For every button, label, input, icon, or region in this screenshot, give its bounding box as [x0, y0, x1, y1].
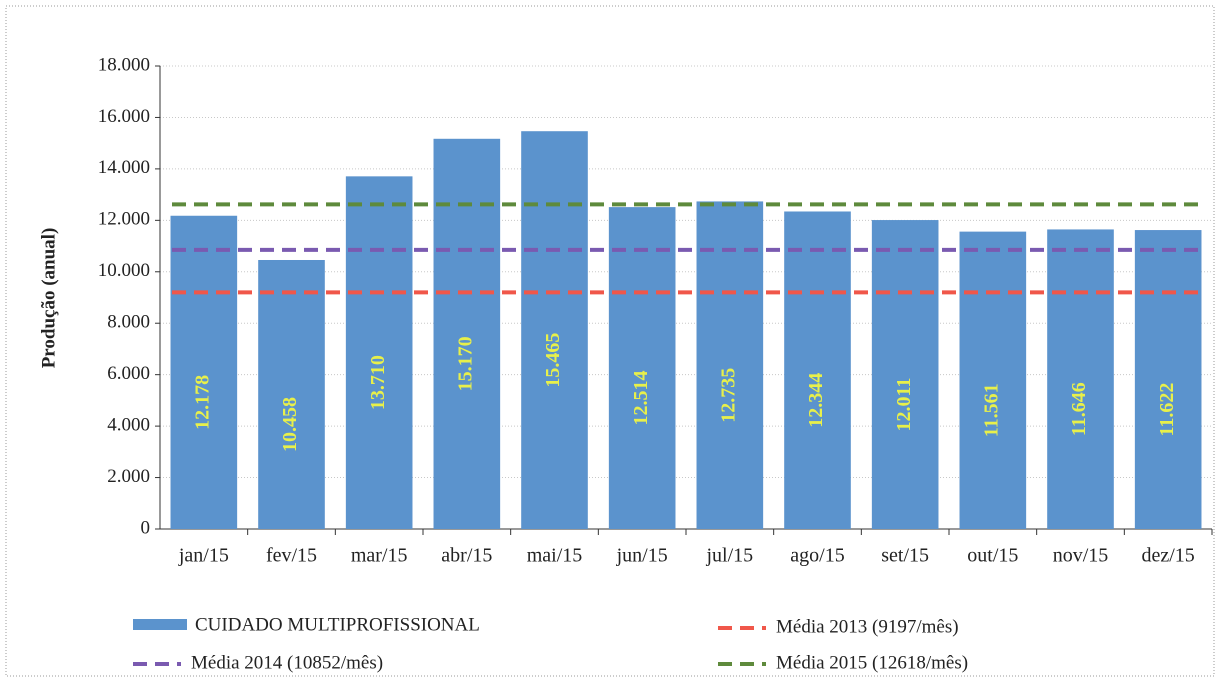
value-label: 12.514	[630, 371, 652, 426]
y-tick-label: 16.000	[98, 106, 150, 127]
x-tick-label: mai/15	[527, 545, 583, 567]
x-tick-label: out/15	[967, 545, 1018, 567]
y-tick-label: 6.000	[107, 363, 150, 384]
y-tick-label: 12.000	[98, 209, 150, 230]
x-tick-label: jun/15	[616, 545, 668, 567]
y-tick-label: 4.000	[107, 414, 150, 435]
value-label: 12.735	[717, 368, 739, 423]
frame	[5, 5, 1215, 677]
y-axis-label: Produção (anual)	[38, 228, 59, 369]
bar	[696, 201, 764, 530]
x-tick-label: dez/15	[1142, 545, 1195, 567]
value-label: 12.344	[805, 373, 827, 428]
x-tick-label: jan/15	[178, 545, 229, 567]
value-label: 15.465	[542, 333, 564, 388]
y-tick-label: 2.000	[107, 466, 150, 487]
bar	[1134, 230, 1202, 529]
legend-label: CUIDADO MULTIPROFISSIONAL	[195, 614, 480, 635]
legend-label: Média 2014 (10852/mês)	[191, 652, 383, 673]
value-label: 13.710	[367, 355, 389, 410]
x-tick-label: mar/15	[351, 545, 408, 567]
x-tick-label: set/15	[881, 545, 929, 567]
bar	[345, 176, 413, 529]
bar	[521, 131, 588, 530]
x-tick-label: jul/15	[705, 545, 753, 567]
y-tick-label: 18.000	[98, 54, 150, 75]
bar	[433, 138, 501, 529]
value-label: 11.646	[1068, 382, 1090, 436]
y-tick-label: 10.000	[98, 260, 150, 281]
legend-label: Média 2015 (12618/mês)	[776, 652, 968, 673]
value-label: 11.622	[1156, 383, 1178, 437]
y-tick-label: 14.000	[98, 157, 150, 178]
value-label: 12.011	[893, 378, 915, 432]
bar	[959, 231, 1027, 530]
bar	[871, 220, 939, 529]
bar	[170, 215, 238, 530]
x-tick-label: abr/15	[441, 545, 492, 567]
legend-swatch	[133, 619, 187, 630]
x-tick-label: fev/15	[266, 545, 317, 567]
x-tick-label: nov/15	[1053, 545, 1109, 567]
y-tick-label: 0	[141, 517, 151, 538]
bar	[1047, 229, 1114, 529]
value-label: 12.178	[191, 375, 213, 430]
value-label: 11.561	[980, 383, 1002, 437]
bar	[258, 259, 325, 529]
bar	[784, 211, 851, 529]
y-tick-label: 8.000	[107, 312, 150, 333]
value-label: 15.170	[454, 336, 476, 391]
x-tick-label: ago/15	[790, 545, 844, 567]
legend-label: Média 2013 (9197/mês)	[776, 616, 959, 637]
bar	[608, 207, 676, 529]
value-label: 10.458	[279, 397, 301, 452]
